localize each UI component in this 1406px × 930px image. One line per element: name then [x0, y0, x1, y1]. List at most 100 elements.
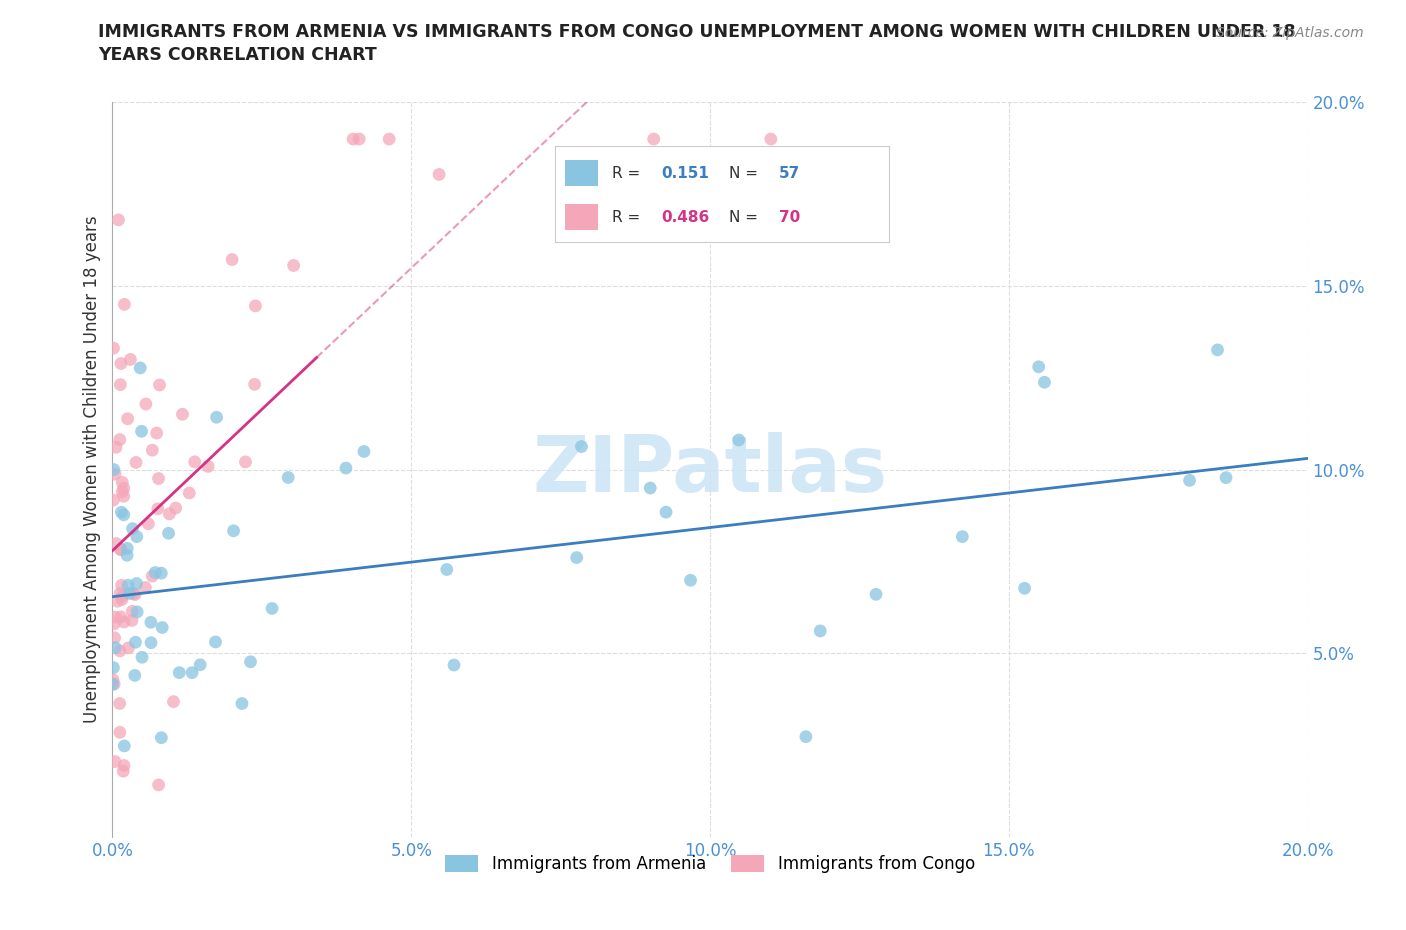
- Point: [112, 738, 135, 753]
- Point: [950, 529, 973, 544]
- Point: [104, 640, 127, 655]
- Point: [114, 297, 135, 312]
- Point: [245, 299, 267, 313]
- Point: [179, 485, 201, 500]
- Point: [571, 439, 593, 454]
- Point: [111, 589, 134, 604]
- Point: [1033, 375, 1056, 390]
- Point: [197, 459, 219, 474]
- Point: [121, 521, 143, 536]
- Legend: Immigrants from Armenia, Immigrants from Congo: Immigrants from Armenia, Immigrants from…: [439, 848, 981, 880]
- Point: [117, 541, 139, 556]
- Point: [108, 432, 131, 447]
- Point: [110, 542, 132, 557]
- Point: [121, 613, 143, 628]
- Point: [112, 758, 135, 773]
- Point: [148, 777, 170, 792]
- Point: [150, 620, 173, 635]
- Point: [103, 493, 125, 508]
- Point: [436, 562, 458, 577]
- Point: [679, 573, 702, 588]
- Point: [759, 131, 782, 146]
- Point: [111, 475, 134, 490]
- Point: [110, 378, 132, 392]
- Point: [105, 536, 128, 551]
- Text: ZIPatlas: ZIPatlas: [533, 432, 887, 508]
- Point: [104, 610, 127, 625]
- Point: [107, 594, 129, 609]
- Point: [157, 507, 180, 522]
- Text: Source: ZipAtlas.com: Source: ZipAtlas.com: [1216, 26, 1364, 40]
- Point: [104, 754, 127, 769]
- Point: [150, 565, 173, 580]
- Point: [112, 508, 135, 523]
- Point: [443, 658, 465, 672]
- Point: [103, 340, 125, 355]
- Point: [167, 665, 190, 680]
- Point: [115, 548, 138, 563]
- Point: [1206, 342, 1229, 357]
- Point: [131, 424, 153, 439]
- Point: [110, 356, 132, 371]
- Point: [125, 576, 148, 591]
- Point: [112, 764, 135, 778]
- Point: [148, 472, 170, 486]
- Point: [101, 672, 124, 687]
- Point: [138, 516, 160, 531]
- Point: [125, 529, 148, 544]
- Point: [643, 131, 665, 146]
- Point: [117, 641, 139, 656]
- Point: [378, 131, 401, 146]
- Point: [141, 568, 163, 583]
- Point: [108, 644, 131, 658]
- Point: [120, 352, 142, 367]
- Point: [103, 617, 125, 631]
- Point: [121, 604, 143, 618]
- Point: [427, 167, 450, 182]
- Point: [727, 432, 749, 447]
- Point: [335, 460, 357, 475]
- Point: [181, 665, 204, 680]
- Point: [105, 440, 128, 455]
- Point: [139, 635, 162, 650]
- Point: [135, 396, 157, 411]
- Point: [221, 252, 243, 267]
- Text: YEARS CORRELATION CHART: YEARS CORRELATION CHART: [98, 46, 377, 64]
- Point: [108, 696, 131, 711]
- Point: [103, 462, 125, 477]
- Point: [183, 455, 205, 470]
- Point: [865, 587, 887, 602]
- Point: [110, 542, 132, 557]
- Point: [231, 696, 253, 711]
- Point: [124, 635, 146, 650]
- Point: [342, 131, 364, 146]
- Point: [808, 623, 831, 638]
- Point: [353, 445, 375, 459]
- Point: [1215, 471, 1237, 485]
- Point: [222, 524, 245, 538]
- Point: [129, 361, 152, 376]
- Point: [347, 131, 370, 146]
- Point: [1178, 473, 1201, 488]
- Text: IMMIGRANTS FROM ARMENIA VS IMMIGRANTS FROM CONGO UNEMPLOYMENT AMONG WOMEN WITH C: IMMIGRANTS FROM ARMENIA VS IMMIGRANTS FR…: [98, 23, 1296, 41]
- Point: [139, 615, 162, 630]
- Point: [1014, 581, 1036, 596]
- Point: [565, 551, 588, 565]
- Point: [188, 658, 211, 672]
- Point: [640, 481, 662, 496]
- Y-axis label: Unemployment Among Women with Children Under 18 years: Unemployment Among Women with Children U…: [83, 216, 101, 724]
- Point: [145, 426, 167, 441]
- Point: [117, 411, 139, 426]
- Point: [205, 410, 228, 425]
- Point: [172, 406, 194, 421]
- Point: [131, 650, 153, 665]
- Point: [794, 729, 817, 744]
- Point: [110, 609, 132, 624]
- Point: [111, 485, 134, 499]
- Point: [239, 655, 262, 670]
- Point: [141, 443, 163, 458]
- Point: [103, 631, 125, 645]
- Point: [165, 500, 187, 515]
- Point: [204, 634, 226, 649]
- Point: [127, 604, 149, 619]
